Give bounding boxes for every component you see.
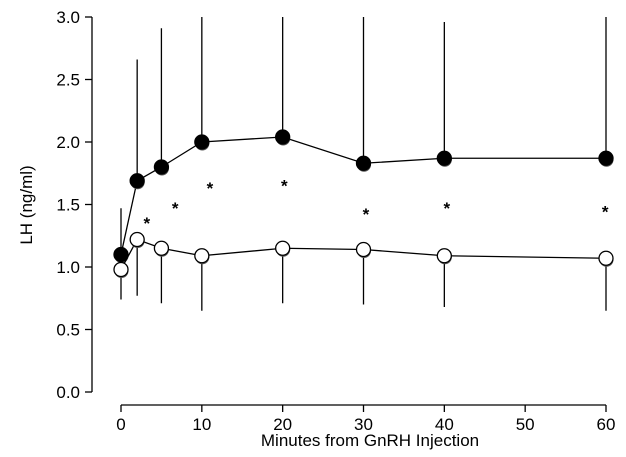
marker — [153, 159, 170, 175]
y-tick-label: 3.0 — [56, 8, 80, 27]
marker — [275, 240, 291, 256]
y-tick-label: 2.0 — [56, 133, 80, 152]
marker — [194, 134, 210, 150]
marker — [436, 248, 452, 264]
marker — [129, 173, 145, 189]
x-axis-label: Minutes from GnRH Injection — [261, 431, 479, 450]
marker — [598, 150, 614, 166]
marker — [275, 129, 291, 145]
marker — [598, 250, 614, 266]
marker — [436, 150, 452, 166]
y-tick-label: 2.5 — [56, 71, 80, 90]
marker — [194, 248, 210, 264]
y-tick-label: 1.5 — [56, 196, 80, 215]
marker — [153, 240, 170, 256]
marker — [355, 155, 372, 171]
annotation: * — [363, 205, 370, 224]
annotation: * — [207, 179, 214, 198]
x-tick-label: 10 — [192, 415, 211, 434]
annotation: * — [172, 199, 179, 218]
y-axis-label: LH (ng/ml) — [17, 165, 36, 244]
marker — [355, 241, 372, 258]
annotation: * — [281, 176, 288, 195]
x-tick-label: 60 — [597, 415, 616, 434]
y-tick-label: 0.0 — [56, 383, 80, 402]
y-tick-label: 0.5 — [56, 321, 80, 340]
annotation: * — [144, 214, 151, 233]
x-tick-label: 50 — [516, 415, 535, 434]
y-tick-label: 1.0 — [56, 258, 80, 277]
marker — [113, 246, 129, 263]
marker — [113, 261, 129, 278]
marker — [129, 231, 145, 248]
annotation: * — [602, 203, 609, 222]
x-tick-label: 30 — [354, 415, 373, 434]
x-tick-label: 20 — [273, 415, 292, 434]
annotation: * — [443, 199, 450, 218]
plot-area — [113, 17, 614, 311]
x-tick-label: 0 — [116, 415, 125, 434]
x-tick-label: 40 — [435, 415, 454, 434]
